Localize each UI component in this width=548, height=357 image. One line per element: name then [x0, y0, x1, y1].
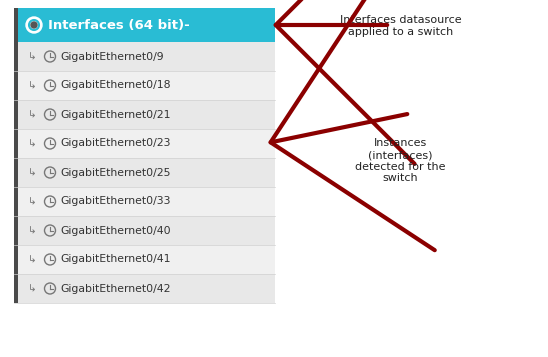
Text: ↳: ↳: [28, 139, 37, 149]
Text: GigabitEthernet0/9: GigabitEthernet0/9: [60, 51, 164, 61]
Text: GigabitEthernet0/33: GigabitEthernet0/33: [60, 196, 171, 206]
Text: Interfaces (64 bit)-: Interfaces (64 bit)-: [48, 19, 190, 31]
Circle shape: [26, 17, 42, 33]
Bar: [14, 8, 275, 42]
Bar: [14, 216, 275, 245]
Text: ↳: ↳: [28, 283, 37, 293]
Text: ↳: ↳: [28, 255, 37, 265]
Bar: [14, 158, 275, 187]
Text: GigabitEthernet0/23: GigabitEthernet0/23: [60, 139, 171, 149]
Text: Instances
(interfaces)
detected for the
switch: Instances (interfaces) detected for the …: [355, 139, 446, 183]
Text: ↳: ↳: [28, 226, 37, 236]
Text: ↳: ↳: [28, 51, 37, 61]
Text: GigabitEthernet0/25: GigabitEthernet0/25: [60, 167, 171, 177]
Bar: [14, 129, 275, 158]
Circle shape: [31, 22, 37, 28]
Bar: [14, 187, 275, 216]
Bar: [14, 42, 275, 71]
Text: ↳: ↳: [28, 80, 37, 91]
Bar: [14, 100, 275, 129]
Text: GigabitEthernet0/18: GigabitEthernet0/18: [60, 80, 171, 91]
Text: ↳: ↳: [28, 110, 37, 120]
Bar: [14, 274, 275, 303]
Text: GigabitEthernet0/41: GigabitEthernet0/41: [60, 255, 171, 265]
Text: Interfaces datasource
applied to a switch: Interfaces datasource applied to a switc…: [340, 15, 461, 37]
Bar: [14, 8, 18, 303]
Bar: [14, 71, 275, 100]
Text: GigabitEthernet0/21: GigabitEthernet0/21: [60, 110, 171, 120]
Text: GigabitEthernet0/42: GigabitEthernet0/42: [60, 283, 171, 293]
Text: ↳: ↳: [28, 196, 37, 206]
Bar: [14, 245, 275, 274]
Text: ↳: ↳: [28, 167, 37, 177]
Text: GigabitEthernet0/40: GigabitEthernet0/40: [60, 226, 171, 236]
